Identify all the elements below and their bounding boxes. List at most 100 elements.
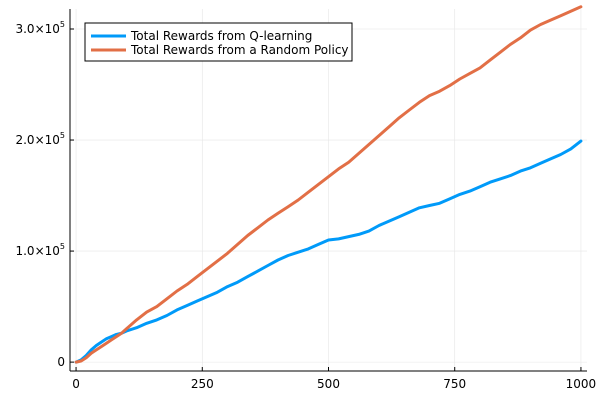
data-point <box>126 328 127 330</box>
data-point <box>237 281 239 283</box>
data-point <box>267 219 269 221</box>
data-point <box>560 154 562 155</box>
data-point <box>429 205 430 206</box>
data-point <box>75 361 77 363</box>
data-point <box>540 24 542 25</box>
y-tick-label: 3.0×105 <box>15 20 65 36</box>
data-point <box>277 212 279 214</box>
x-tick-label: 0 <box>72 377 80 391</box>
data-point <box>348 236 350 238</box>
y-tick-mantissa: 2.0×10 <box>15 133 59 147</box>
data-point <box>378 225 380 226</box>
data-point <box>398 117 400 119</box>
y-tick-mantissa: 0 <box>57 355 65 369</box>
data-point <box>146 322 148 324</box>
series-points-1 <box>75 6 582 363</box>
data-point <box>358 152 360 154</box>
y-tick-exponent: 5 <box>60 131 65 140</box>
y-tick-label: 1.0×105 <box>15 242 65 258</box>
data-point <box>105 342 107 344</box>
data-point <box>227 252 228 254</box>
data-point <box>418 207 420 209</box>
data-point <box>408 211 410 213</box>
data-point <box>206 296 208 298</box>
x-tick-label: 250 <box>191 377 214 391</box>
data-point <box>176 309 178 311</box>
data-point <box>257 227 259 229</box>
data-point <box>469 72 471 74</box>
x-tick-label: 750 <box>443 377 466 391</box>
data-point <box>338 238 340 240</box>
data-point <box>368 230 370 232</box>
data-point <box>509 44 511 45</box>
data-point <box>459 193 461 195</box>
data-point <box>570 10 572 12</box>
y-tick-label: 2.0×105 <box>15 131 65 147</box>
data-point <box>227 286 228 288</box>
data-point <box>328 239 329 241</box>
data-point <box>297 199 299 201</box>
data-point <box>297 251 299 253</box>
data-point <box>307 248 309 250</box>
y-tick-exponent: 5 <box>60 20 65 29</box>
data-point <box>110 339 112 341</box>
data-point <box>479 186 481 188</box>
data-point <box>206 268 208 270</box>
data-point <box>338 168 340 170</box>
data-point <box>530 29 531 31</box>
data-point <box>110 336 112 338</box>
data-point <box>307 191 309 193</box>
data-point <box>237 243 239 245</box>
data-point <box>459 78 461 80</box>
data-point <box>277 259 279 261</box>
data-point <box>368 144 370 145</box>
data-point <box>247 235 249 236</box>
data-point <box>186 283 188 285</box>
data-point <box>439 202 441 204</box>
data-point <box>580 140 582 142</box>
data-point <box>267 265 269 266</box>
data-point <box>100 346 102 348</box>
data-point <box>196 300 198 302</box>
data-point <box>85 357 87 359</box>
data-point <box>439 90 441 92</box>
data-point <box>388 126 390 128</box>
data-point <box>489 59 491 61</box>
data-point <box>80 360 82 362</box>
data-point <box>186 305 188 306</box>
data-point <box>257 270 259 272</box>
data-point <box>287 255 289 256</box>
data-point <box>247 276 249 278</box>
data-point <box>317 243 319 245</box>
data-point <box>216 291 218 293</box>
data-point <box>388 220 390 222</box>
y-tick-mantissa: 1.0×10 <box>15 244 59 258</box>
data-point <box>348 161 350 163</box>
legend: Total Rewards from Q-learning Total Rewa… <box>84 22 353 62</box>
data-point <box>95 349 97 351</box>
x-tick-label: 500 <box>317 377 340 391</box>
legend-label-random-policy: Total Rewards from a Random Policy <box>130 43 349 57</box>
data-point <box>449 198 451 200</box>
data-point <box>328 176 329 178</box>
data-point <box>560 15 562 17</box>
data-point <box>121 332 122 334</box>
data-point <box>469 190 471 192</box>
data-point <box>176 290 178 292</box>
data-point <box>398 216 400 218</box>
y-tick-exponent: 5 <box>60 242 65 251</box>
data-point <box>519 37 521 39</box>
data-point <box>429 95 430 97</box>
data-point <box>499 178 501 180</box>
y-tick-mantissa: 3.0×10 <box>15 22 59 36</box>
data-point <box>105 338 107 340</box>
data-point <box>100 341 102 343</box>
series-line-1 <box>74 5 583 364</box>
data-point <box>550 158 552 160</box>
data-point <box>570 148 572 150</box>
data-point <box>408 109 410 111</box>
data-point <box>449 85 451 87</box>
data-point <box>136 327 138 329</box>
